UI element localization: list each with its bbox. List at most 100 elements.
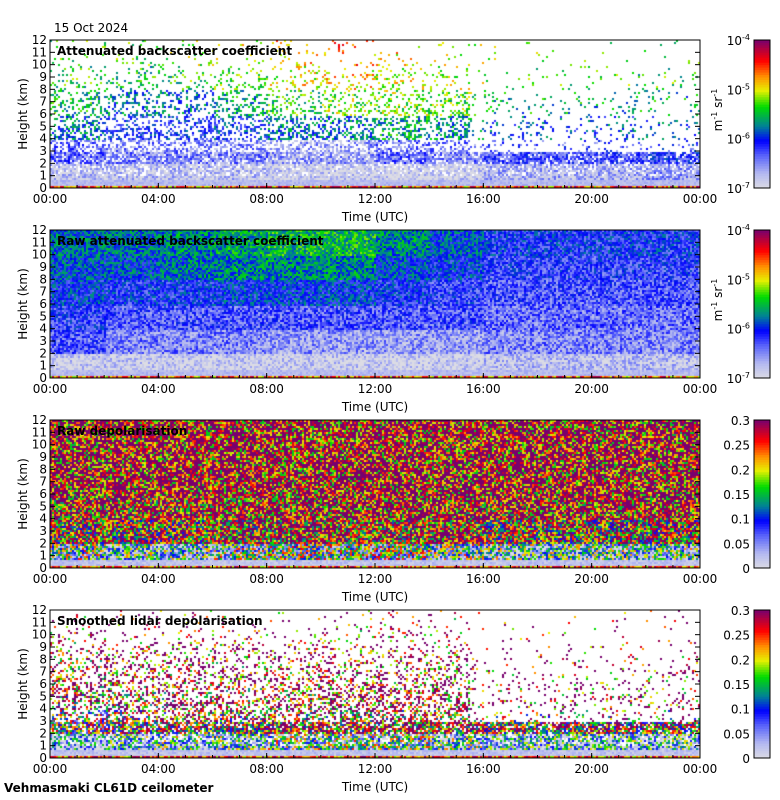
colorbar-segment [754,565,770,569]
colorbar-segment [754,326,770,330]
y-tick-label: 8 [39,462,47,476]
colorbar-segment [754,165,770,169]
colorbar-segment [754,106,770,110]
colorbar-segment [754,664,770,668]
panel-title: Raw depolarisation [57,424,187,438]
colorbar-segment [754,77,770,80]
y-tick-label: 10 [32,58,47,72]
colorbar-segment [754,447,770,451]
colorbar-segment [754,343,770,347]
x-tick-label: 08:00 [249,762,284,776]
x-tick-label: 00:00 [683,572,718,586]
heatmap-3 [50,420,700,568]
colorbar-segment [754,535,770,539]
colorbar-segment [754,321,770,325]
colorbar-tick-label: 0.3 [731,604,750,618]
y-tick-label: 2 [39,726,47,740]
colorbar-segment [754,143,770,147]
colorbar-segment [754,745,770,749]
colorbar-segment [754,422,770,426]
x-tick-label: 08:00 [249,192,284,206]
colorbar-segment [754,304,770,307]
colorbar-segment [754,267,770,270]
x-tick-label: 12:00 [358,572,393,586]
colorbar-segment [754,698,770,702]
unit-m: m [711,310,725,322]
y-tick-label: 11 [32,425,47,439]
colorbar-segment [754,627,770,631]
colorbar-segment [754,442,770,446]
colorbar-segment [754,148,770,152]
colorbar-segment [754,439,770,443]
x-tick-label: 00:00 [683,762,718,776]
colorbar-segment [754,109,770,113]
colorbar-segment [754,242,770,246]
y-tick-label: 7 [39,475,47,489]
colorbar-segment [754,513,770,517]
colorbar-segment [754,548,770,552]
x-tick-label: 16:00 [466,572,501,586]
colorbar-segment [754,333,770,337]
colorbar-segment [754,498,770,502]
colorbar-segment [754,738,770,742]
colorbar-segment [754,114,770,117]
colorbar-segment [754,338,770,342]
plot-frame [49,609,701,759]
y-tick-label: 0 [39,371,47,385]
colorbar-segment [754,249,770,253]
colorbar-segment [754,461,770,465]
colorbar-segment [754,479,770,483]
colorbar-segment [754,244,770,248]
colorbar-segment [754,730,770,734]
colorbar-segment [754,86,770,90]
colorbar-segment [754,750,770,754]
y-tick-label: 5 [39,499,47,513]
colorbar-segment [754,138,770,142]
colorbar-segment [754,126,770,130]
y-tick-label: 3 [39,334,47,348]
x-tick-label: 00:00 [33,382,68,396]
colorbar-segment [754,538,770,542]
y-tick-label: 11 [32,235,47,249]
colorbar-tick-label: 0.15 [723,488,750,502]
colorbar-tick-label: 10-4 [727,223,750,238]
unit-sr: sr [711,287,725,302]
colorbar-tick-exponent: -6 [742,132,750,141]
x-tick-label: 08:00 [249,572,284,586]
colorbar-segment [754,146,770,150]
colorbar-segment [754,669,770,673]
colorbar-segment [754,632,770,636]
colorbar-segment [754,328,770,332]
colorbar-segment [754,659,770,663]
colorbar-segment [754,449,770,453]
x-tick-label: 20:00 [574,762,609,776]
colorbar-segment [754,252,770,256]
y-tick-label: 10 [32,248,47,262]
colorbar-segment [754,545,770,549]
colorbar-segment [754,294,770,298]
colorbar-segment [754,230,770,233]
colorbar-segment [754,336,770,340]
colorbar-tick-label: 0.2 [731,463,750,477]
colorbar-segment [754,264,770,268]
y-axis-label: Height (km) [16,648,30,719]
colorbar-segment [754,558,770,562]
colorbar-segment [754,686,770,690]
colorbar-segment [754,681,770,685]
colorbar-segment [754,725,770,729]
x-tick-label: 04:00 [141,572,176,586]
colorbar-segment [754,259,770,263]
y-tick-label: 6 [39,107,47,121]
x-tick-label: 12:00 [358,382,393,396]
x-tick-label: 00:00 [33,192,68,206]
colorbar-segment [754,299,770,303]
colorbar-segment [754,96,770,100]
colorbar-segment [754,735,770,739]
colorbar-segment [754,136,770,140]
colorbar-segment [754,74,770,78]
plot-frame [49,39,701,189]
colorbar-segment [754,163,770,167]
colorbar-segment [754,62,770,66]
colorbar-segment [754,755,770,759]
